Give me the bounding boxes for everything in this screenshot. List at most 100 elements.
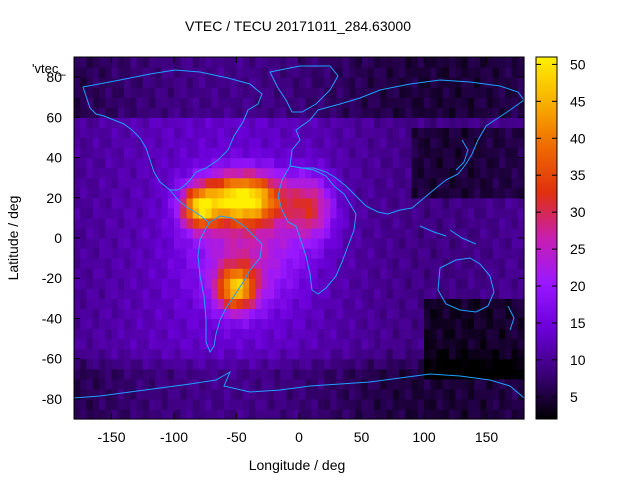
heatmap-cell [174, 97, 181, 108]
heatmap-cell [217, 368, 225, 380]
heatmap-cell [505, 398, 513, 410]
heatmap-cell [280, 248, 288, 259]
heatmap-cell [124, 248, 131, 259]
heatmap-cell [405, 127, 413, 139]
heatmap-cell [380, 288, 388, 299]
heatmap-cell [92, 117, 100, 128]
heatmap-cell [124, 308, 131, 320]
heatmap-cell [105, 197, 113, 209]
heatmap-cell [305, 67, 313, 78]
heatmap-cell [499, 338, 506, 350]
heatmap-cell [230, 167, 238, 179]
heatmap-cell [474, 328, 481, 340]
heatmap-cell [424, 268, 431, 279]
heatmap-cell [136, 358, 144, 370]
heatmap-cell [267, 388, 275, 400]
heatmap-cell [267, 338, 275, 350]
heatmap-cell [430, 187, 438, 199]
heatmap-cell [74, 127, 81, 139]
heatmap-cell [399, 318, 406, 330]
heatmap-cell [255, 378, 263, 390]
heatmap-cell [374, 87, 381, 98]
heatmap-cell [492, 227, 500, 239]
heatmap-cell [261, 177, 269, 189]
heatmap-cell [242, 278, 250, 289]
heatmap-cell [405, 288, 413, 299]
heatmap-cell [405, 137, 413, 149]
heatmap-cell [124, 77, 131, 88]
heatmap-cell [349, 268, 356, 279]
heatmap-cell [149, 137, 156, 149]
heatmap-cell [267, 147, 275, 159]
heatmap-cell [461, 127, 469, 139]
heatmap-cell [261, 358, 269, 370]
heatmap-cell [136, 107, 144, 118]
heatmap-cell [205, 147, 213, 159]
heatmap-cell [355, 368, 363, 380]
heatmap-cell [217, 137, 225, 149]
heatmap-cell [142, 258, 150, 269]
heatmap-cell [442, 197, 450, 209]
heatmap-cell [449, 338, 456, 350]
heatmap-cell [236, 117, 244, 128]
heatmap-cell [180, 408, 188, 420]
heatmap-cell [480, 77, 488, 88]
heatmap-cell [486, 77, 494, 88]
heatmap-cell [230, 207, 238, 219]
heatmap-cell [161, 117, 169, 128]
heatmap-cell [136, 378, 144, 390]
heatmap-cell [474, 368, 481, 380]
heatmap-cell [92, 67, 100, 78]
heatmap-cell [480, 187, 488, 199]
heatmap-cell [517, 87, 525, 98]
heatmap-cell [99, 227, 106, 239]
heatmap-cell [336, 338, 344, 350]
heatmap-cell [492, 328, 500, 340]
heatmap-cell [249, 278, 256, 289]
heatmap-cell [405, 87, 413, 98]
heatmap-cell [480, 368, 488, 380]
heatmap-cell [74, 318, 81, 330]
heatmap-cell [330, 268, 338, 279]
heatmap-cell [199, 248, 206, 259]
heatmap-cell [105, 217, 113, 229]
heatmap-cell [236, 147, 244, 159]
colorbar-tick-label: 35 [570, 167, 586, 183]
heatmap-cell [430, 147, 438, 159]
heatmap-cell [467, 338, 475, 350]
heatmap-cell [192, 107, 200, 118]
heatmap-cell [455, 157, 463, 169]
heatmap-cell [186, 338, 194, 350]
heatmap-cell [267, 278, 275, 289]
heatmap-cell [299, 217, 306, 229]
heatmap-cell [405, 278, 413, 289]
heatmap-cell [99, 127, 106, 139]
heatmap-cell [142, 238, 150, 249]
heatmap-cell [417, 398, 425, 410]
heatmap-cell [261, 97, 269, 108]
heatmap-cell [236, 278, 244, 289]
heatmap-cell [161, 388, 169, 400]
heatmap-cell [449, 217, 456, 229]
heatmap-cell [180, 318, 188, 330]
heatmap-cell [261, 147, 269, 159]
heatmap-cell [511, 147, 519, 159]
heatmap-cell [111, 258, 119, 269]
heatmap-cell [305, 57, 313, 68]
heatmap-cell [211, 288, 219, 299]
heatmap-cell [280, 288, 288, 299]
heatmap-cell [230, 117, 238, 128]
heatmap-cell [480, 137, 488, 149]
heatmap-cell [142, 308, 150, 320]
heatmap-cell [305, 197, 313, 209]
heatmap-cell [124, 217, 131, 229]
heatmap-cell [274, 278, 281, 289]
heatmap-cell [80, 338, 88, 350]
heatmap-cell [330, 177, 338, 189]
heatmap-cell [217, 348, 225, 360]
heatmap-cell [417, 197, 425, 209]
heatmap-cell [517, 358, 525, 370]
heatmap-cell [430, 77, 438, 88]
heatmap-cell [449, 288, 456, 299]
heatmap-cell [392, 217, 400, 229]
